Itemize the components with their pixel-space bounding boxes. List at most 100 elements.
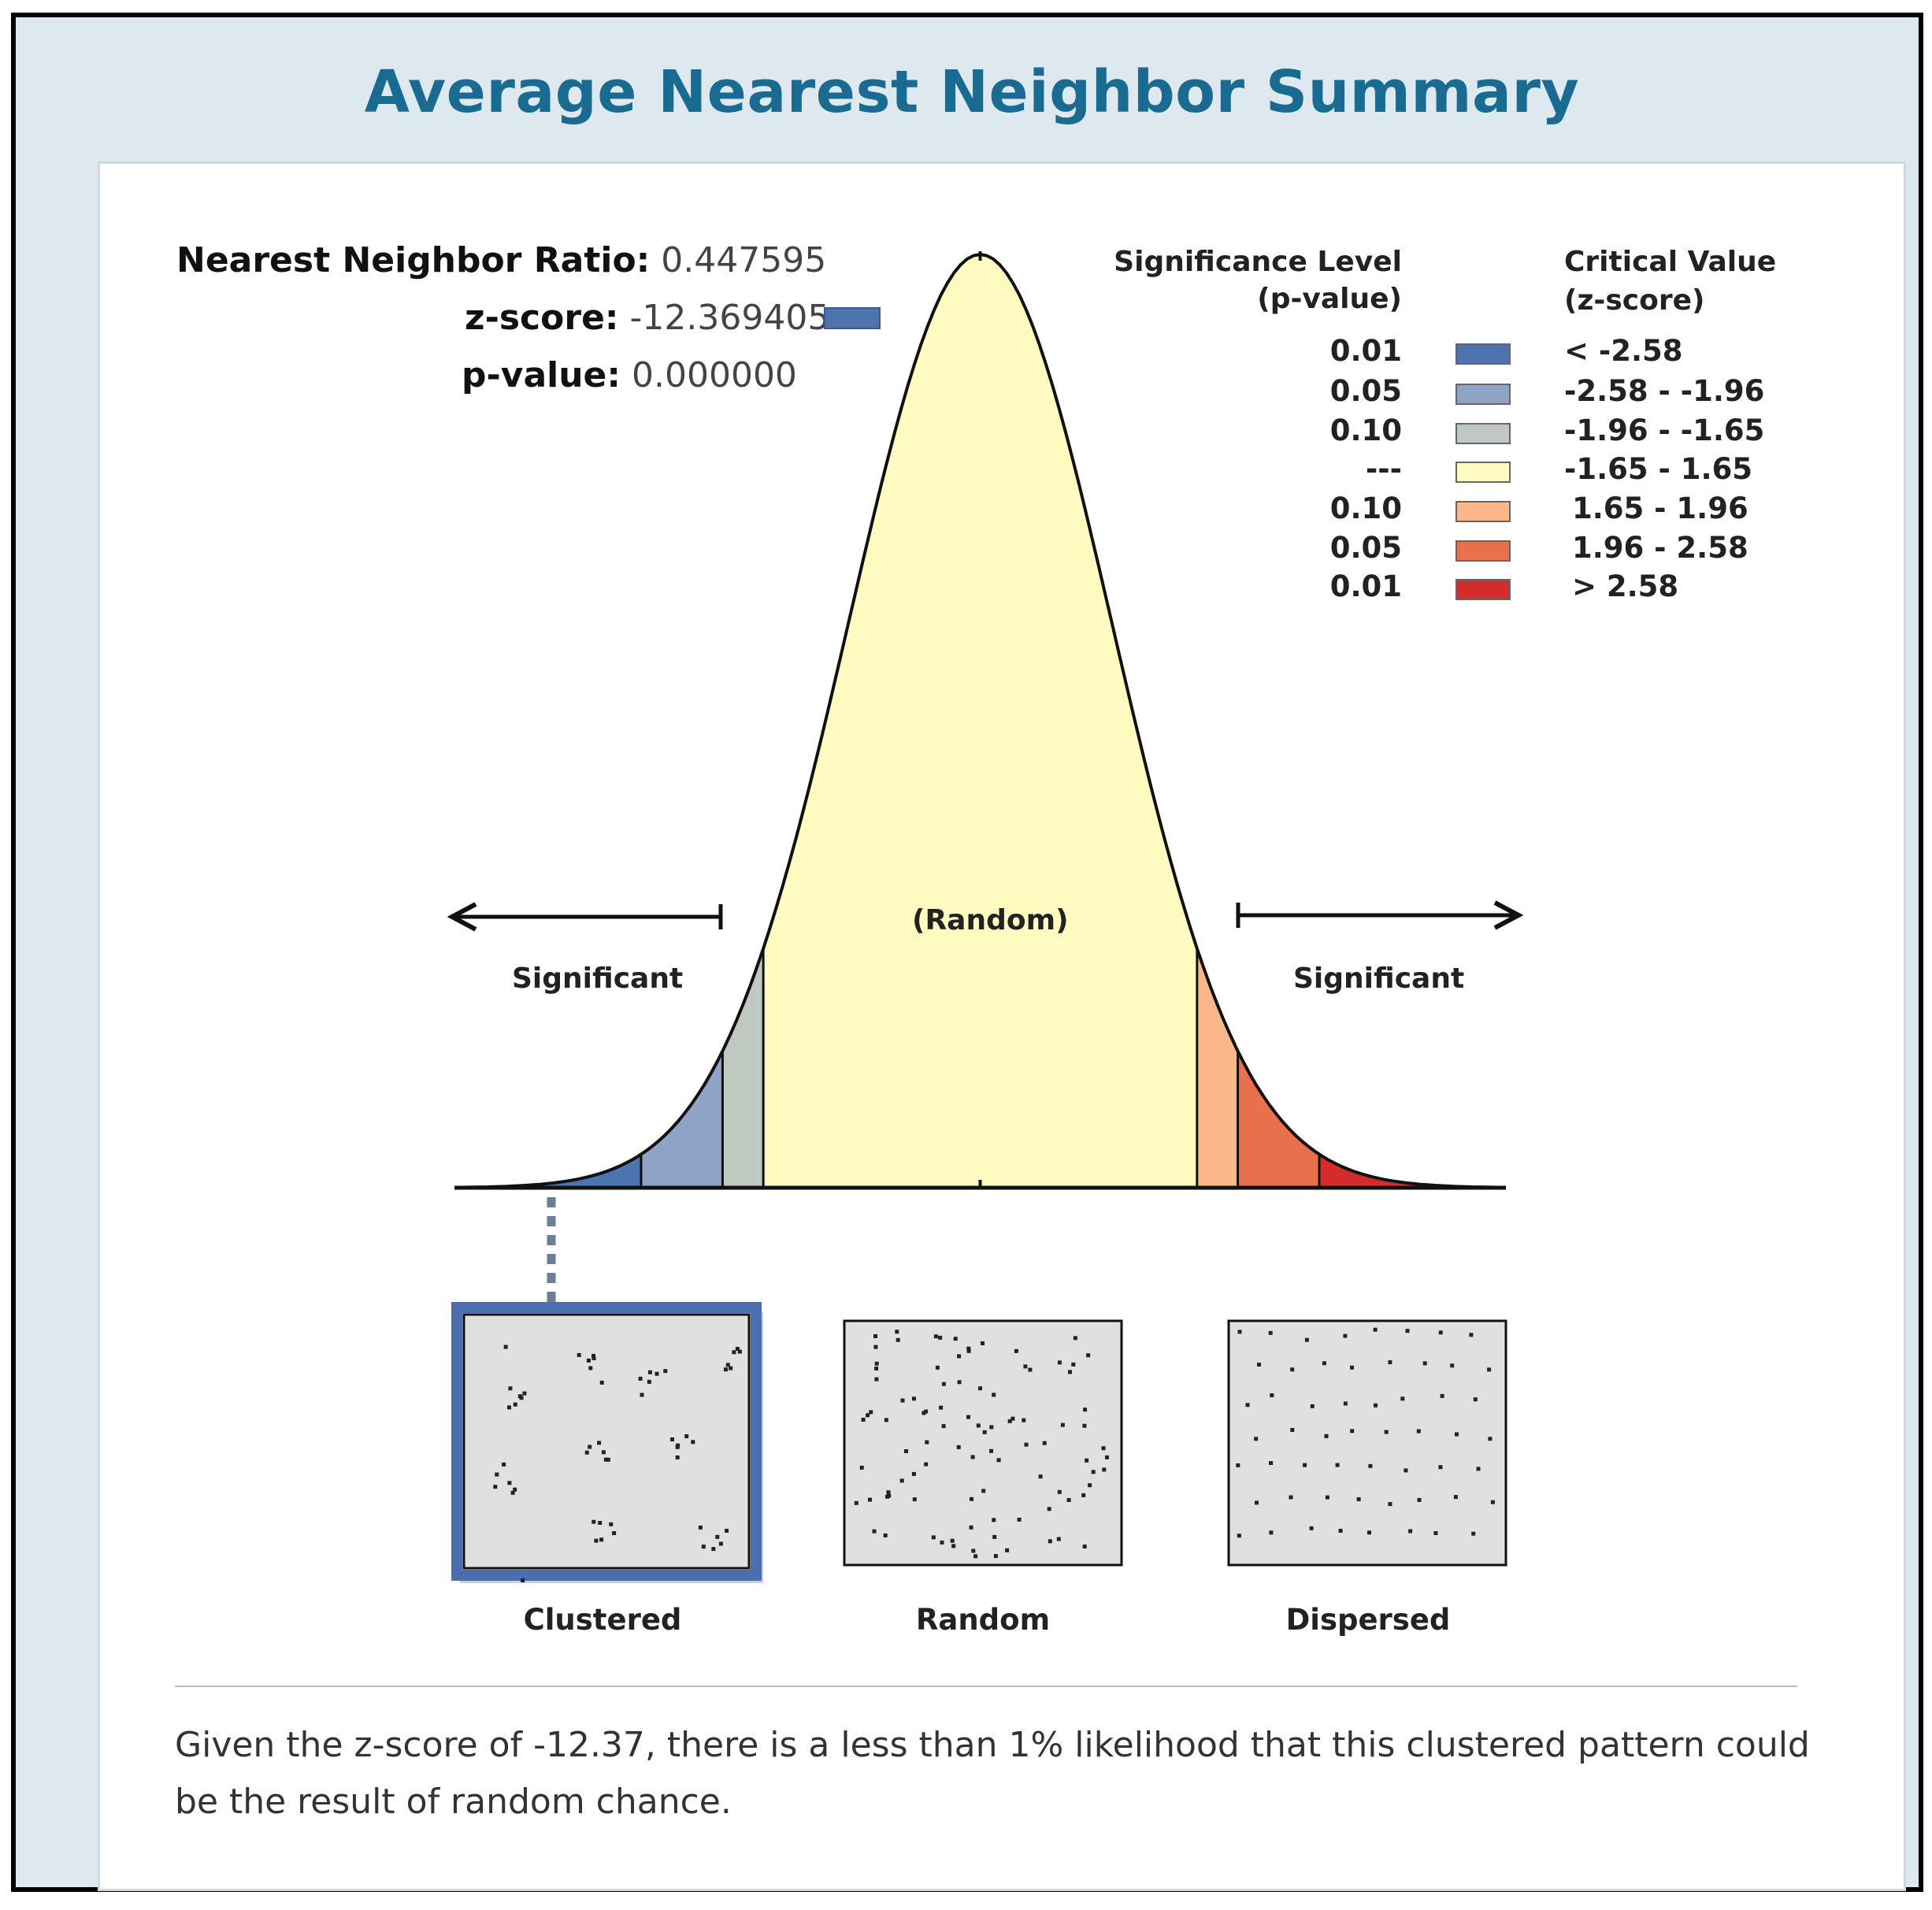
clustered-point: [599, 1380, 604, 1385]
zscore-swatch: [824, 307, 881, 329]
random-point: [887, 1493, 892, 1498]
random-point: [957, 1354, 962, 1359]
curve-band-4: [1196, 948, 1238, 1188]
random-point: [957, 1380, 962, 1385]
dispersed-point: [1269, 1461, 1274, 1465]
clustered-box: [451, 1302, 762, 1581]
random-point: [1085, 1458, 1089, 1463]
summary-divider: [175, 1686, 1797, 1687]
left-significant-label: Significant: [512, 962, 684, 995]
right-significant-label: Significant: [1293, 962, 1465, 995]
dispersed-point: [1438, 1330, 1443, 1335]
clustered-point: [517, 1394, 522, 1399]
nn-ratio-label: Nearest Neighbor Ratio:: [176, 240, 651, 280]
random-point: [1014, 1348, 1018, 1353]
pattern-label-clustered: Clustered: [523, 1603, 682, 1637]
random-point: [895, 1330, 899, 1334]
clustered-point: [698, 1525, 703, 1530]
clustered-box-inner-border: [462, 1313, 751, 1570]
clustered-point: [603, 1457, 608, 1462]
dispersed-point: [1408, 1529, 1413, 1534]
pvalue-label: p-value:: [462, 355, 621, 395]
random-point: [1007, 1419, 1012, 1423]
dispersed-point: [1325, 1495, 1329, 1500]
right-significance-arrow: [1236, 900, 1524, 930]
random-point: [1057, 1489, 1062, 1494]
clustered-point: [503, 1344, 508, 1349]
random-point: [1088, 1483, 1092, 1488]
random-point: [1028, 1367, 1033, 1372]
dispersed-point: [1473, 1397, 1478, 1402]
clustered-point: [732, 1350, 736, 1355]
dispersed-point: [1338, 1529, 1343, 1533]
pvalue-line: p-value: 0.000000: [462, 355, 797, 395]
curve-band-3: [763, 254, 1197, 1188]
random-point: [904, 1449, 908, 1453]
clustered-point: [647, 1379, 651, 1384]
clustered-point: [586, 1358, 591, 1363]
legend-header-p-line2: (p-value): [1257, 283, 1402, 315]
dispersed-point: [1255, 1500, 1259, 1505]
random-point: [1066, 1498, 1071, 1502]
legend-z-2: -1.96 - -1.65: [1564, 414, 1765, 447]
curve-band-6: [1319, 1154, 1506, 1188]
dispersed-point: [1310, 1404, 1315, 1408]
dispersed-point: [1367, 1530, 1371, 1535]
zscore-value: -12.369405: [629, 298, 830, 338]
random-point: [874, 1361, 879, 1366]
random-point: [854, 1500, 858, 1505]
random-point: [912, 1497, 917, 1502]
clustered-point: [584, 1450, 589, 1455]
legend-swatch-1: [1455, 384, 1511, 405]
clustered-point: [609, 1522, 614, 1526]
random-point: [953, 1337, 958, 1341]
random-point: [938, 1335, 943, 1340]
clustered-point: [591, 1353, 595, 1358]
random-point: [900, 1398, 905, 1403]
random-point: [1042, 1441, 1047, 1445]
random-point: [976, 1423, 981, 1428]
clustered-point: [725, 1529, 729, 1533]
legend-p-5: 0.05: [1329, 531, 1402, 565]
dispersed-point: [1476, 1467, 1481, 1471]
dispersed-point: [1471, 1531, 1476, 1536]
dispersed-point: [1438, 1465, 1443, 1470]
dispersed-point: [1373, 1327, 1378, 1332]
random-point: [1047, 1507, 1051, 1511]
random-point: [868, 1497, 872, 1502]
pvalue-value: 0.000000: [631, 355, 797, 395]
random-point: [973, 1554, 978, 1559]
random-point: [1005, 1548, 1010, 1552]
random-point: [992, 1393, 996, 1397]
legend-swatch-0: [1455, 343, 1511, 365]
random-annotation: (Random): [912, 904, 1069, 936]
random-point: [1017, 1517, 1022, 1522]
dispersed-point: [1335, 1463, 1340, 1467]
dispersed-point: [1453, 1495, 1458, 1500]
clustered-point: [588, 1445, 592, 1449]
dispersed-point: [1236, 1463, 1240, 1467]
zscore-label: z-score:: [465, 298, 619, 338]
random-point: [1022, 1418, 1026, 1422]
clustered-point: [638, 1376, 643, 1381]
clustered-point: [663, 1369, 668, 1374]
random-point: [1056, 1537, 1061, 1541]
dispersed-point: [1388, 1502, 1392, 1507]
dispersed-point: [1322, 1361, 1326, 1366]
random-point: [869, 1410, 873, 1415]
random-point: [993, 1554, 998, 1559]
random-point: [1057, 1360, 1062, 1365]
clustered-point: [502, 1462, 506, 1467]
random-point: [966, 1348, 971, 1353]
random-point: [950, 1538, 955, 1543]
clustered-point: [521, 1578, 525, 1582]
clustered-point: [493, 1485, 498, 1489]
random-point: [866, 1413, 870, 1418]
random-point: [931, 1535, 936, 1540]
legend-swatch-6: [1455, 579, 1511, 600]
clustered-point: [711, 1547, 716, 1552]
dispersed-point: [1455, 1432, 1459, 1437]
clustered-point: [591, 1356, 596, 1360]
left-significance-arrow: [447, 902, 723, 932]
clustered-point: [606, 1457, 610, 1462]
